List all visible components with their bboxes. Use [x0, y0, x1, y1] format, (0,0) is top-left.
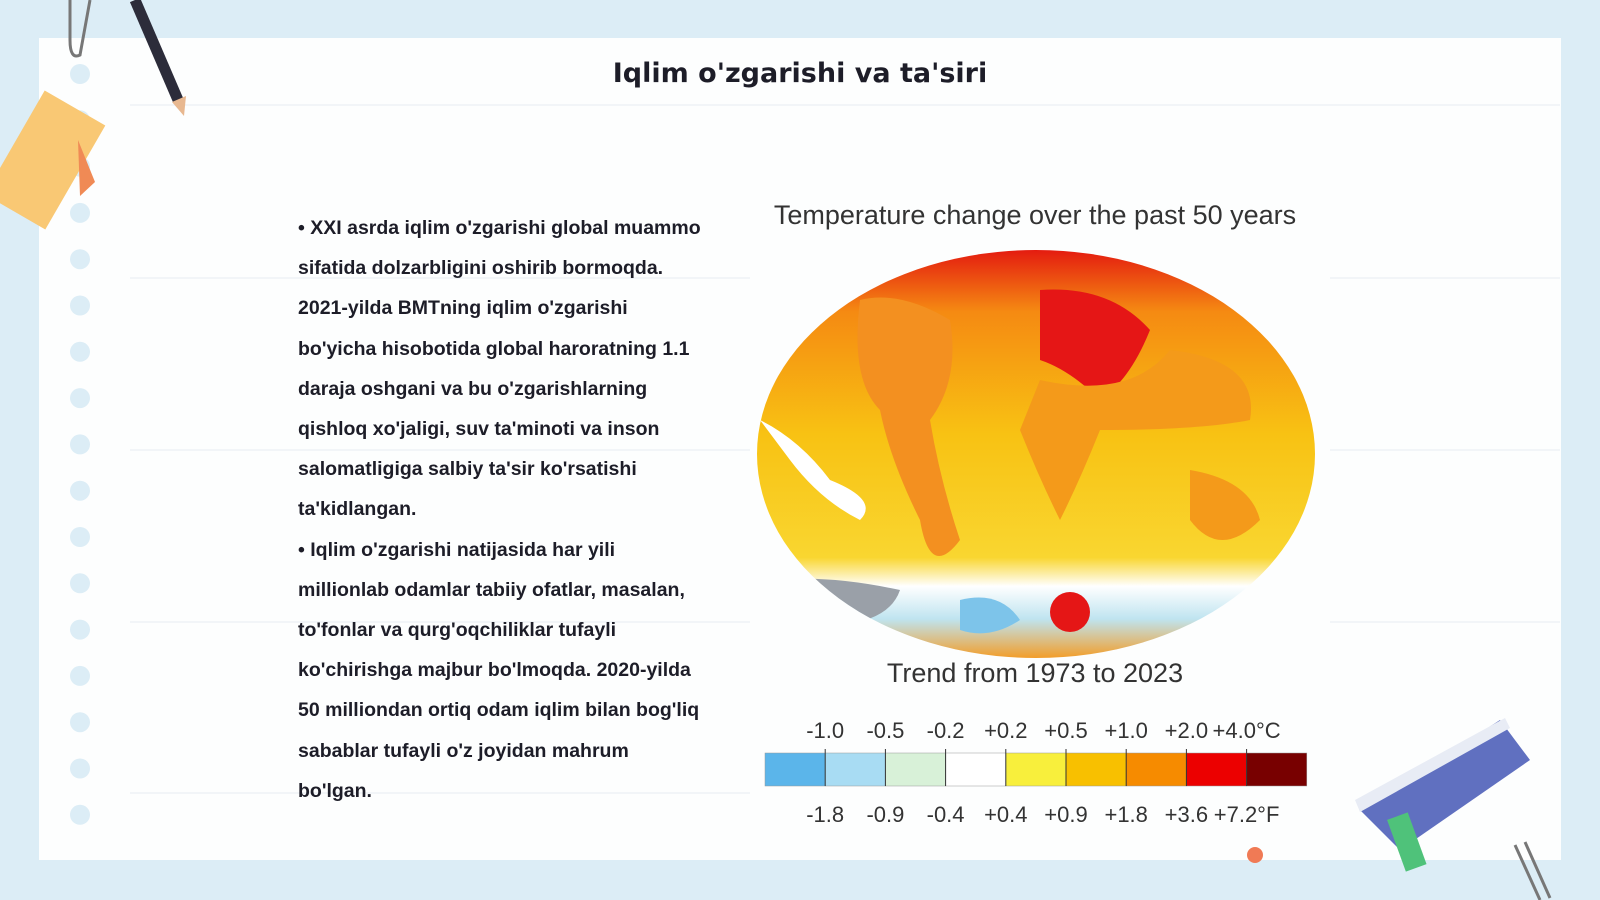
legend-label-fahrenheit: +1.8 — [1104, 802, 1147, 827]
legend-swatch — [1186, 752, 1247, 787]
body-text: • XXI asrda iqlim o'zgarishi global muam… — [298, 208, 708, 811]
legend-label-celsius: +2.0 — [1165, 718, 1208, 743]
hole — [70, 619, 90, 640]
legend-label-celsius: -0.2 — [927, 718, 965, 743]
bullet: • Iqlim o'zgarishi natijasida har yili m… — [298, 538, 700, 802]
hole — [70, 249, 90, 270]
legend-label-celsius: -0.5 — [866, 718, 904, 743]
legend-label-fahrenheit: -1.8 — [806, 802, 844, 827]
hole — [70, 712, 90, 733]
legend-swatch — [824, 752, 886, 787]
hole — [70, 295, 90, 316]
pencil — [129, 0, 186, 116]
legend-label-celsius: +1.0 — [1104, 718, 1147, 743]
paper-clip — [68, 0, 92, 58]
legend-label-celsius: +0.5 — [1044, 718, 1087, 743]
hole — [70, 341, 90, 362]
bullet: • XXI asrda iqlim o'zgarishi global muam… — [298, 217, 701, 521]
hole — [70, 758, 90, 779]
legend-label-celsius: +4.0°C — [1213, 718, 1281, 743]
legend-swatch — [764, 752, 826, 787]
color-legend: -1.0 -1.8 -0.5 -0.9 -0.2 -0.4 +0.2 +0.4 +0.5 +0.9… — [764, 718, 1308, 827]
legend-swatch — [1246, 752, 1308, 787]
temperature-map — [757, 250, 1315, 658]
legend-swatch — [1125, 752, 1187, 787]
ruled-lines — [130, 104, 1560, 794]
legend-swatch — [1005, 752, 1067, 787]
paper-clip — [1513, 841, 1552, 900]
hole — [70, 434, 90, 455]
hole — [70, 202, 90, 223]
legend-label-fahrenheit: +0.4 — [984, 802, 1027, 827]
hole — [70, 573, 90, 594]
legend-swatch — [945, 752, 1007, 787]
legend-swatch — [1065, 752, 1127, 787]
push-pin — [1247, 847, 1263, 863]
legend-label-celsius: +0.2 — [984, 718, 1027, 743]
book — [1355, 718, 1530, 872]
legend-label-fahrenheit: -0.9 — [866, 802, 904, 827]
hole — [70, 388, 90, 409]
figure-caption: Trend from 1973 to 2023 — [887, 658, 1183, 688]
hole — [70, 665, 90, 686]
figure-title: Temperature change over the past 50 year… — [774, 200, 1296, 230]
hole — [70, 527, 90, 547]
sticky-note — [0, 90, 106, 230]
legend-swatch — [885, 752, 946, 787]
hole — [70, 480, 90, 501]
legend-label-fahrenheit: +7.2°F — [1214, 802, 1280, 827]
legend-label-fahrenheit: -0.4 — [927, 802, 965, 827]
slide-title: Iqlim o'zgarishi va ta'siri — [612, 58, 988, 89]
hole — [70, 804, 90, 825]
legend-label-fahrenheit: +3.6 — [1165, 802, 1208, 827]
legend-label-celsius: -1.0 — [806, 718, 844, 743]
legend-label-fahrenheit: +0.9 — [1044, 802, 1087, 827]
hole — [70, 64, 90, 84]
